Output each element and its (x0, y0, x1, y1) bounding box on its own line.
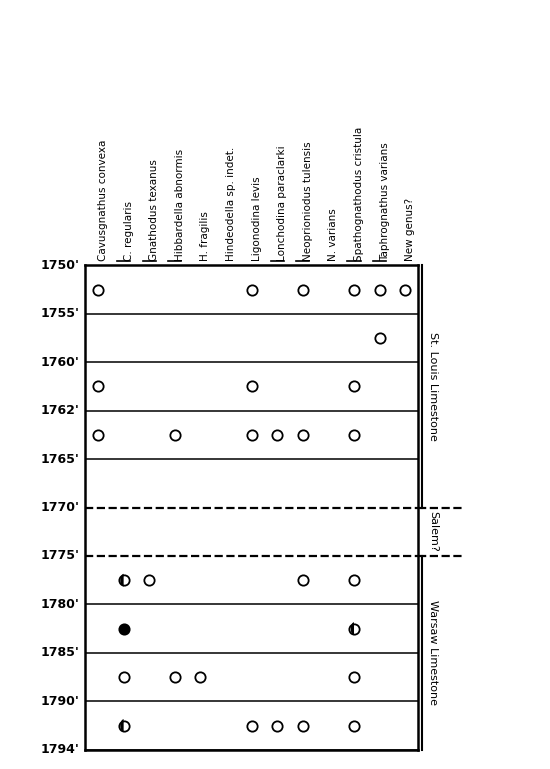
Wedge shape (120, 719, 124, 732)
Text: Neoprioniodus tulensis: Neoprioniodus tulensis (303, 141, 313, 261)
Point (94, 283, 102, 295)
Point (119, 574, 128, 587)
Text: H. fragilis: H. fragilis (200, 211, 211, 261)
Wedge shape (120, 574, 124, 587)
Point (350, 623, 359, 635)
Text: Hibbardella abnormis: Hibbardella abnormis (175, 148, 185, 261)
Point (375, 332, 384, 345)
Point (299, 283, 307, 295)
Text: 1770': 1770' (41, 501, 80, 514)
Text: Taphrognathus varians: Taphrognathus varians (379, 142, 389, 261)
Point (145, 574, 153, 587)
Point (248, 283, 256, 295)
Text: 1794': 1794' (41, 744, 80, 756)
Point (350, 574, 359, 587)
Text: Cavusgnathus convexa: Cavusgnathus convexa (98, 139, 108, 261)
Point (299, 429, 307, 441)
Text: 1785': 1785' (41, 647, 80, 659)
Point (196, 671, 205, 684)
Point (119, 671, 128, 684)
Point (248, 429, 256, 441)
Text: Lonchodina paraclarki: Lonchodina paraclarki (277, 145, 287, 261)
Text: 1765': 1765' (41, 453, 80, 465)
Point (350, 720, 359, 732)
Point (273, 720, 282, 732)
Point (119, 720, 128, 732)
Point (350, 381, 359, 392)
Text: 1755': 1755' (41, 308, 80, 320)
Point (170, 671, 179, 684)
Point (273, 429, 282, 441)
Point (350, 671, 359, 684)
Point (119, 623, 128, 635)
Point (350, 283, 359, 295)
Text: 1760': 1760' (41, 356, 80, 368)
Text: 1762': 1762' (41, 404, 80, 417)
Point (248, 720, 256, 732)
Text: C. regularis: C. regularis (124, 201, 134, 261)
Text: Warsaw Limestone: Warsaw Limestone (428, 601, 438, 705)
Text: St. Louis Limestone: St. Louis Limestone (428, 332, 438, 441)
Point (170, 429, 179, 441)
Text: N. varians: N. varians (328, 208, 338, 261)
Point (94, 381, 102, 392)
Point (375, 283, 384, 295)
Point (299, 574, 307, 587)
Text: 1750': 1750' (41, 259, 80, 271)
Wedge shape (351, 622, 354, 635)
Text: Gnathodus texanus: Gnathodus texanus (149, 159, 160, 261)
Point (401, 283, 410, 295)
Text: Spathognathodus cristula: Spathognathodus cristula (354, 126, 364, 261)
Text: Hindeodella sp. indet.: Hindeodella sp. indet. (226, 146, 236, 261)
Text: Salem?: Salem? (428, 511, 438, 552)
Text: Ligonodina levis: Ligonodina levis (252, 176, 262, 261)
Point (350, 429, 359, 441)
Text: New genus?: New genus? (405, 198, 415, 261)
Point (248, 381, 256, 392)
Text: 1780': 1780' (41, 598, 80, 611)
Point (94, 429, 102, 441)
Text: 1775': 1775' (41, 550, 80, 562)
Text: 1790': 1790' (41, 695, 80, 707)
Point (299, 720, 307, 732)
